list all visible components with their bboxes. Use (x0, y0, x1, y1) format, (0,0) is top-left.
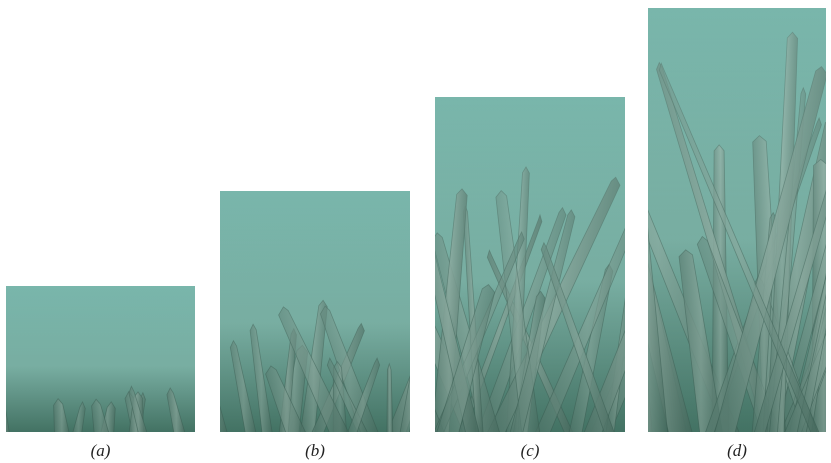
panel-label: (d) (727, 441, 747, 460)
photo (0, 286, 195, 439)
figure: (a) (b) (c) (d) (0, 0, 831, 463)
panel-label: (b) (305, 441, 325, 460)
haze (220, 191, 410, 432)
haze (648, 8, 826, 432)
panel-label: (a) (91, 441, 111, 460)
haze (435, 97, 625, 432)
photo (189, 191, 446, 441)
page: (a)(b)(c)(d) (() => { const data = JSON.… (0, 0, 831, 463)
photo-panel (189, 191, 446, 441)
panel-label: (c) (521, 441, 540, 460)
haze (6, 286, 195, 432)
photo-panel (0, 286, 195, 439)
